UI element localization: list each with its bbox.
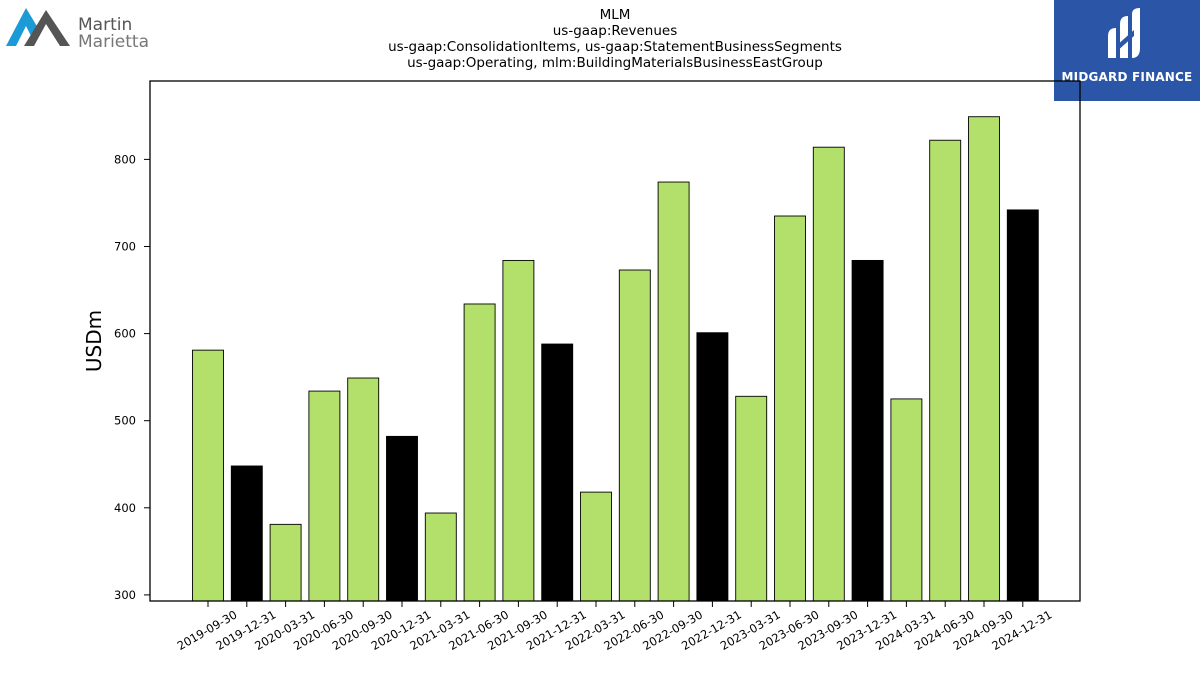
bars-group xyxy=(192,116,1039,602)
y-tick-label: 400 xyxy=(114,501,136,515)
bar-2021-03-31 xyxy=(424,512,457,602)
bar-2020-12-31 xyxy=(386,435,418,602)
title-line-2: us-gaap:Revenues xyxy=(552,23,678,39)
y-tick-label: 800 xyxy=(114,152,136,166)
bar-2019-12-31 xyxy=(230,465,263,602)
y-axis: 300 400 500 600 700 800 xyxy=(114,152,150,602)
bar-2019-09-30 xyxy=(192,349,224,602)
logo-text-martin: Martin xyxy=(78,15,132,35)
bar-2021-06-30 xyxy=(463,303,496,602)
bar-2024-09-30 xyxy=(968,116,1000,602)
title-line-3: us-gaap:ConsolidationItems, us-gaap:Stat… xyxy=(388,39,842,55)
bar-2020-06-30 xyxy=(308,390,341,602)
y-tick-label: 600 xyxy=(114,327,136,341)
plot-frame xyxy=(149,80,1081,602)
logo-text-marietta: Marietta xyxy=(78,32,149,50)
bar-2024-06-30 xyxy=(929,139,962,602)
bar-2020-03-31 xyxy=(269,523,302,602)
bar-2021-12-31 xyxy=(541,343,574,602)
bar-2022-12-31 xyxy=(696,332,729,602)
midgard-emblem-icon xyxy=(1108,8,1140,58)
title-line-1: MLM xyxy=(599,7,631,23)
y-axis-label: USDm xyxy=(82,310,106,372)
bar-2024-03-31 xyxy=(890,398,923,602)
y-tick-label: 500 xyxy=(114,414,136,428)
bar-2021-09-30 xyxy=(502,259,535,602)
midgard-finance-logo: MIDGARD FINANCE xyxy=(1054,0,1200,101)
bar-2024-12-31 xyxy=(1006,209,1039,602)
company-logo: Martin Marietta xyxy=(6,6,156,52)
logo-brand-text: MIDGARD FINANCE xyxy=(1061,70,1193,84)
mountain-logo-icon: Martin Marietta xyxy=(6,8,149,52)
bar-2020-09-30 xyxy=(347,377,380,602)
bar-2022-03-31 xyxy=(580,491,612,602)
bar-2022-09-30 xyxy=(657,181,690,602)
bar-2023-06-30 xyxy=(774,215,806,602)
bar-2023-12-31 xyxy=(851,259,884,602)
bar-2022-06-30 xyxy=(618,269,651,602)
chart-title: MLM us-gaap:Revenues us-gaap:Consolidati… xyxy=(300,7,930,71)
bar-2023-03-31 xyxy=(735,395,768,602)
y-tick-label: 700 xyxy=(114,239,136,253)
x-axis: 2019-09-302019-12-312020-03-312020-06-30… xyxy=(175,601,1054,653)
y-tick-label: 300 xyxy=(114,588,136,602)
bar-2023-09-30 xyxy=(812,146,845,602)
title-line-4: us-gaap:Operating, mlm:BuildingMaterials… xyxy=(407,55,823,71)
